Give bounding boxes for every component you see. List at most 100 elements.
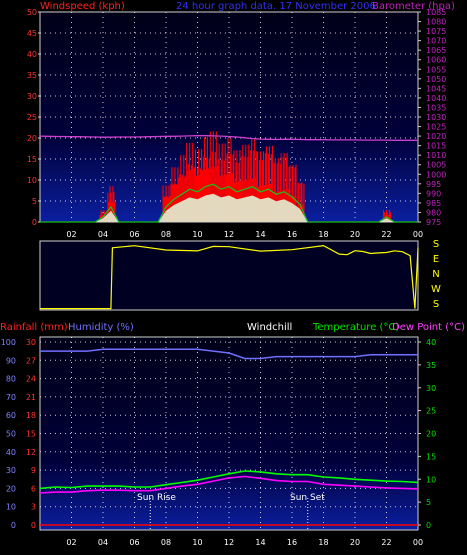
wind-speed-bar <box>194 167 196 222</box>
wind-speed-bar <box>256 151 258 222</box>
wind-tick-label: 0 <box>32 218 37 227</box>
sunset-label: Sun Set <box>290 493 325 503</box>
wind-speed-bar <box>217 159 219 222</box>
wind-speed-bar <box>180 155 182 222</box>
wind-speed-bar <box>265 146 267 222</box>
baro-tick-label: 1000 <box>426 170 446 179</box>
wind-speed-bar <box>100 210 102 222</box>
wind-speed-bar <box>280 153 282 222</box>
direction-panel-bg <box>39 240 419 311</box>
wind-speed-bar <box>267 153 269 222</box>
wind-speed-bar <box>227 138 229 222</box>
wind-speed-bar <box>113 192 115 222</box>
wind-speed-bar <box>212 131 214 222</box>
wind-speed-bar <box>294 167 296 222</box>
x-tick-label: 14 <box>255 538 265 547</box>
wind-speed-bar <box>250 150 252 222</box>
x-tick-label: 20 <box>350 230 360 239</box>
humidity-tick-label: 50 <box>6 430 16 439</box>
rainfall-tick-label: 3 <box>31 503 36 512</box>
baro-tick-label: 1020 <box>426 132 446 141</box>
temperature-tick-label: 30 <box>426 384 436 393</box>
temperature-tick-label: 35 <box>426 361 436 370</box>
x-tick-label: 20 <box>350 538 360 547</box>
direction-panel-data <box>40 244 419 310</box>
x-tick-label: 18 <box>318 230 328 239</box>
rainfall-tick-label: 9 <box>31 466 36 475</box>
wind-speed-bar <box>203 137 205 222</box>
baro-tick-label: 1035 <box>426 103 446 112</box>
wind-speed-bar <box>276 163 278 222</box>
baro-tick-label: 975 <box>426 218 441 227</box>
wind-speed-bar <box>178 177 180 222</box>
wind-speed-bar <box>165 185 167 222</box>
wind-speed-bar <box>251 139 253 222</box>
wind-direction-line <box>40 244 419 310</box>
wind-speed-bar <box>109 186 111 222</box>
wind-speed-bar <box>300 183 302 222</box>
x-tick-label: 14 <box>255 230 265 239</box>
wind-speed-bar <box>200 168 202 222</box>
wind-speed-bar <box>241 156 243 222</box>
wind-speed-bar <box>390 212 392 222</box>
baro-tick-label: 1005 <box>426 161 446 170</box>
wind-tick-label: 40 <box>27 50 37 59</box>
temperature-tick-label: 5 <box>426 498 431 507</box>
baro-tick-label: 1010 <box>426 151 446 160</box>
wind-speed-bar <box>205 157 207 222</box>
wind-speed-bar <box>177 167 179 222</box>
x-tick-label: 00 <box>413 538 423 547</box>
wind-speed-bar <box>263 151 265 222</box>
wind-speed-bar <box>220 159 222 222</box>
wind-speed-bar <box>216 165 218 222</box>
wind-lull-area <box>40 193 418 222</box>
x-tick-label: 02 <box>66 538 76 547</box>
wind-speed-bar <box>291 167 293 222</box>
wind-speed-bar <box>247 157 249 222</box>
x-tick-label: 06 <box>129 538 139 547</box>
wind-tick-label: 20 <box>27 134 37 143</box>
temperature-tick-label: 40 <box>426 338 436 347</box>
x-tick-label: 10 <box>192 230 202 239</box>
wind-speed-bar <box>235 162 237 222</box>
wind-speed-bar <box>114 202 116 222</box>
wind-speed-bar <box>242 144 244 222</box>
wind-tick-label: 35 <box>27 71 37 80</box>
wind-speed-bar <box>292 164 294 222</box>
direction-letter: S <box>433 239 439 250</box>
wind-speed-bar <box>385 215 387 222</box>
wind-speed-bar <box>270 154 272 222</box>
wind-speed-bar <box>188 164 190 222</box>
wind-speed-bar <box>192 142 194 222</box>
x-tick-label: 10 <box>192 538 202 547</box>
wind-speed-bar <box>232 154 234 222</box>
baro-tick-label: 985 <box>426 199 441 208</box>
x-tick-label: 04 <box>98 538 108 547</box>
x-tick-label: 00 <box>413 230 423 239</box>
wind-speed-bar <box>239 150 241 222</box>
wind-speed-bar <box>221 143 223 222</box>
baro-tick-label: 1060 <box>426 56 446 65</box>
wind-speed-bar <box>303 183 305 222</box>
wind-speed-bar <box>264 153 266 222</box>
rainfall-axis-title: Rainfall (mm) <box>0 322 68 333</box>
temperature-tick-label: 15 <box>426 452 436 461</box>
humidity-tick-label: 70 <box>6 393 16 402</box>
humidity-tick-label: 20 <box>6 484 16 493</box>
wind-speed-bar <box>302 204 304 222</box>
wind-speed-bar <box>166 196 168 222</box>
humidity-tick-label: 40 <box>6 448 16 457</box>
baro-tick-label: 1030 <box>426 113 446 122</box>
x-tick-label: 18 <box>318 538 328 547</box>
baro-tick-label: 1070 <box>426 37 446 46</box>
barometer-axis-title: Barometer (hpa) <box>372 1 455 12</box>
wind-speed-bar <box>206 137 208 222</box>
temperature-tick-label: 25 <box>426 407 436 416</box>
wind-speed-bar <box>253 150 255 222</box>
wind-speed-bar <box>179 174 181 222</box>
wind-speed-bar <box>181 177 183 222</box>
rainfall-tick-label: 27 <box>26 356 36 365</box>
humidity-tick-label: 90 <box>6 356 16 365</box>
